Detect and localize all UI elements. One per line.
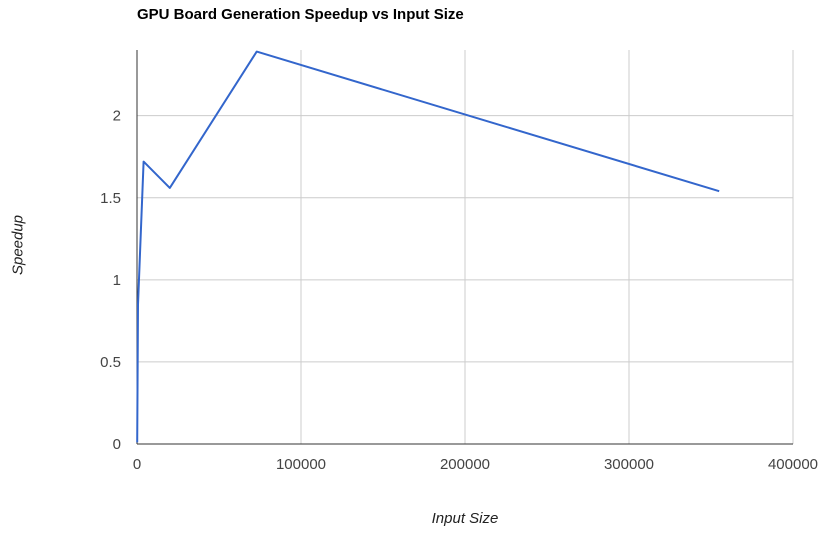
y-tick-label: 1.5 xyxy=(100,190,121,207)
series-group xyxy=(136,50,720,443)
y-tick-label: 1 xyxy=(113,272,121,289)
y-axis-ticks: 0 0.5 1 1.5 2 xyxy=(100,108,121,453)
x-tick-label: 400000 xyxy=(768,456,818,473)
x-tick-label: 200000 xyxy=(440,456,490,473)
y-axis-label: Speedup xyxy=(9,214,27,276)
chart-title: GPU Board Generation Speedup vs Input Si… xyxy=(137,6,464,23)
series-line xyxy=(136,50,720,443)
x-tick-label: 300000 xyxy=(604,456,654,473)
x-tick-label: 100000 xyxy=(276,456,326,473)
y-tick-label: 0.5 xyxy=(100,354,121,371)
x-axis-label: Input Size xyxy=(431,510,499,527)
x-tick-label: 0 xyxy=(133,456,141,473)
grid-lines xyxy=(137,50,794,444)
y-tick-label: 0 xyxy=(113,436,121,453)
x-axis-ticks: 0 100000 200000 300000 400000 xyxy=(133,456,818,473)
y-tick-label: 2 xyxy=(113,108,121,125)
